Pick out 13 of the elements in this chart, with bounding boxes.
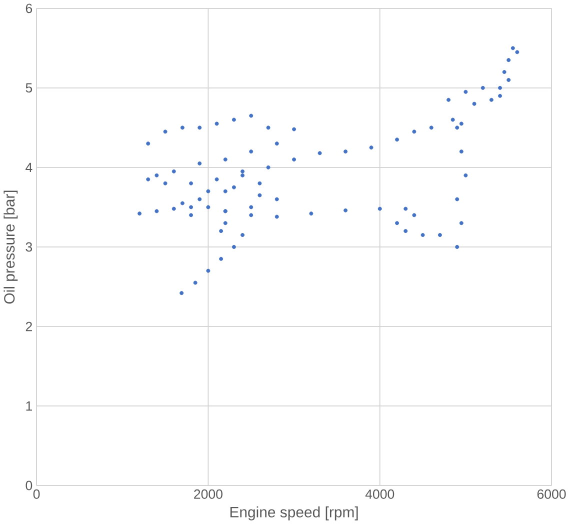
y-tick-label: 2 bbox=[26, 322, 32, 332]
y-tick-label: 1 bbox=[26, 401, 32, 411]
y-tick-label: 6 bbox=[26, 4, 32, 14]
y-axis-title: Oil pressure [bar] bbox=[4, 190, 18, 304]
x-tick-label: 0 bbox=[33, 489, 40, 499]
y-tick-label: 4 bbox=[26, 162, 32, 172]
y-tick-label: 0 bbox=[26, 480, 32, 490]
x-axis-title: Engine speed [rpm] bbox=[230, 506, 358, 520]
y-tick-label: 3 bbox=[26, 242, 32, 252]
x-tick-label: 2000 bbox=[194, 489, 222, 499]
y-tick-label: 5 bbox=[26, 83, 32, 93]
x-tick-label: 6000 bbox=[537, 489, 566, 499]
x-tick-label: 4000 bbox=[365, 489, 394, 499]
